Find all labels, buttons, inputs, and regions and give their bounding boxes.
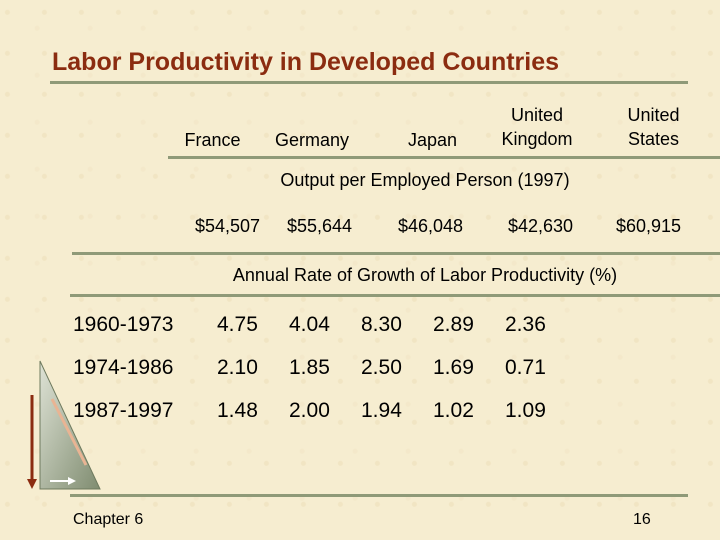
output-value-japan: $46,048 [397, 216, 464, 236]
chapter-label: Chapter 6 [73, 511, 144, 528]
output-divider [72, 252, 720, 255]
growth-value: 1.02 [433, 399, 474, 422]
growth-value: 1.09 [505, 399, 546, 422]
triangle-decoration-icon [27, 360, 101, 490]
growth-value: 4.04 [289, 313, 330, 336]
page-number: 16 [633, 511, 651, 528]
page-title: Labor Productivity in Developed Countrie… [52, 48, 560, 76]
growth-value: 1.94 [361, 399, 402, 422]
country-header-uk: United Kingdom [501, 105, 573, 149]
growth-value: 8.30 [361, 313, 402, 336]
growth-value: 2.50 [361, 356, 402, 379]
growth-value: 1.69 [433, 356, 474, 379]
output-value-uk: $42,630 [507, 216, 574, 236]
growth-value: 4.75 [217, 313, 258, 336]
country-header-japan: Japan [407, 130, 458, 150]
growth-value: 1.85 [289, 356, 330, 379]
output-value-france: $54,507 [194, 216, 261, 236]
growth-value: 2.10 [217, 356, 258, 379]
country-header-germany: Germany [274, 130, 350, 150]
growth-value: 2.89 [433, 313, 474, 336]
growth-row-period: 1987-1997 [73, 399, 174, 422]
growth-value: 2.00 [289, 399, 330, 422]
growth-row-period: 1960-1973 [73, 313, 174, 336]
growth-section-label: Annual Rate of Growth of Labor Productiv… [232, 265, 618, 285]
growth-divider [70, 294, 720, 297]
country-header-us: United States [627, 105, 680, 149]
growth-value: 2.36 [505, 313, 546, 336]
title-divider [50, 81, 688, 84]
growth-row-period: 1974-1986 [73, 356, 174, 379]
growth-value: 0.71 [505, 356, 546, 379]
country-header-france: France [184, 130, 241, 150]
output-section-label: Output per Employed Person (1997) [280, 170, 570, 190]
growth-value: 1.48 [217, 399, 258, 422]
output-value-germany: $55,644 [286, 216, 353, 236]
output-value-us: $60,915 [615, 216, 682, 236]
footer-divider [70, 494, 688, 497]
header-divider [168, 156, 720, 159]
